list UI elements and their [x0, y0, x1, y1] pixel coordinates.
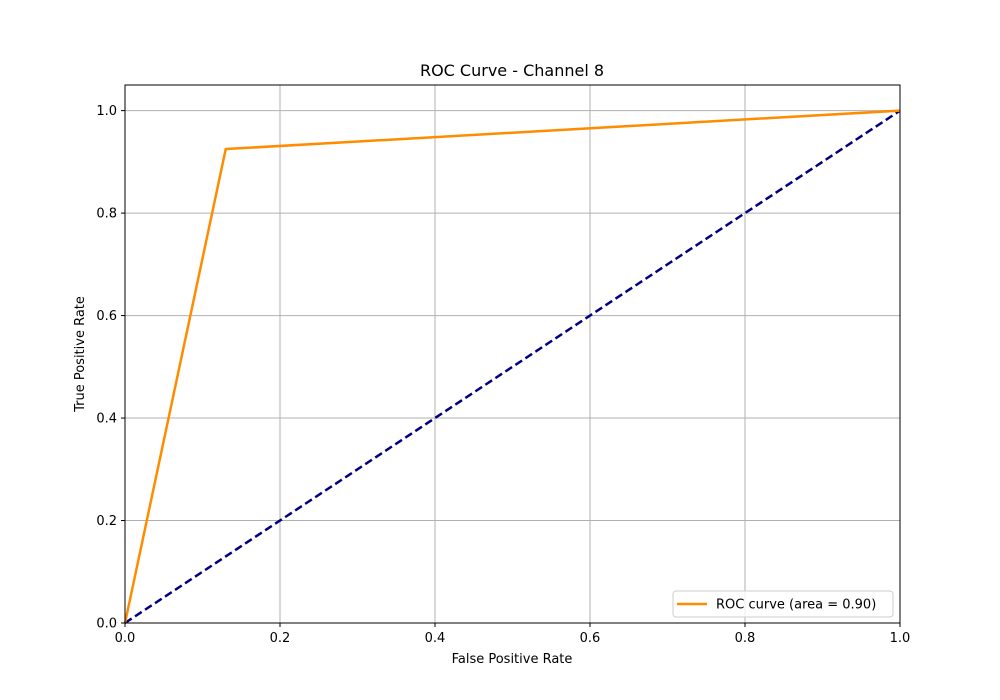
chart-title: ROC Curve - Channel 8: [420, 61, 604, 80]
x-tick-label: 1.0: [890, 631, 911, 646]
y-axis-label: True Positive Rate: [73, 296, 88, 413]
x-tick-label: 0.2: [270, 631, 291, 646]
roc-curve-line: [123, 109, 901, 624]
y-tick-label: 0.8: [96, 207, 117, 222]
chance-diagonal-line: [124, 109, 901, 625]
x-tick-label: 0.6: [580, 631, 601, 646]
x-tick-label: 0.8: [735, 631, 756, 646]
ticks: 0.0 0.2 0.4 0.6 0.8 1.0 0.0 0.2 0.4 0.6 0.8 1.0: [96, 104, 910, 646]
legend-label-roc: ROC curve (area = 0.90): [716, 598, 876, 613]
y-tick-label: 0.2: [96, 514, 117, 529]
legend: ROC curve (area = 0.90): [672, 590, 894, 618]
plot-frame: [124, 84, 901, 624]
y-tick-label: 0.6: [96, 309, 117, 324]
x-tick-label: 0.4: [425, 631, 446, 646]
y-tick-label: 0.0: [96, 617, 117, 632]
legend-box: [672, 590, 894, 618]
series-layer: [123, 109, 901, 625]
grid: [124, 85, 901, 624]
y-tick-label: 0.4: [96, 412, 117, 427]
x-tick-label: 0.0: [115, 631, 136, 646]
y-tick-label: 1.0: [96, 104, 117, 119]
x-axis-label: False Positive Rate: [452, 652, 573, 667]
